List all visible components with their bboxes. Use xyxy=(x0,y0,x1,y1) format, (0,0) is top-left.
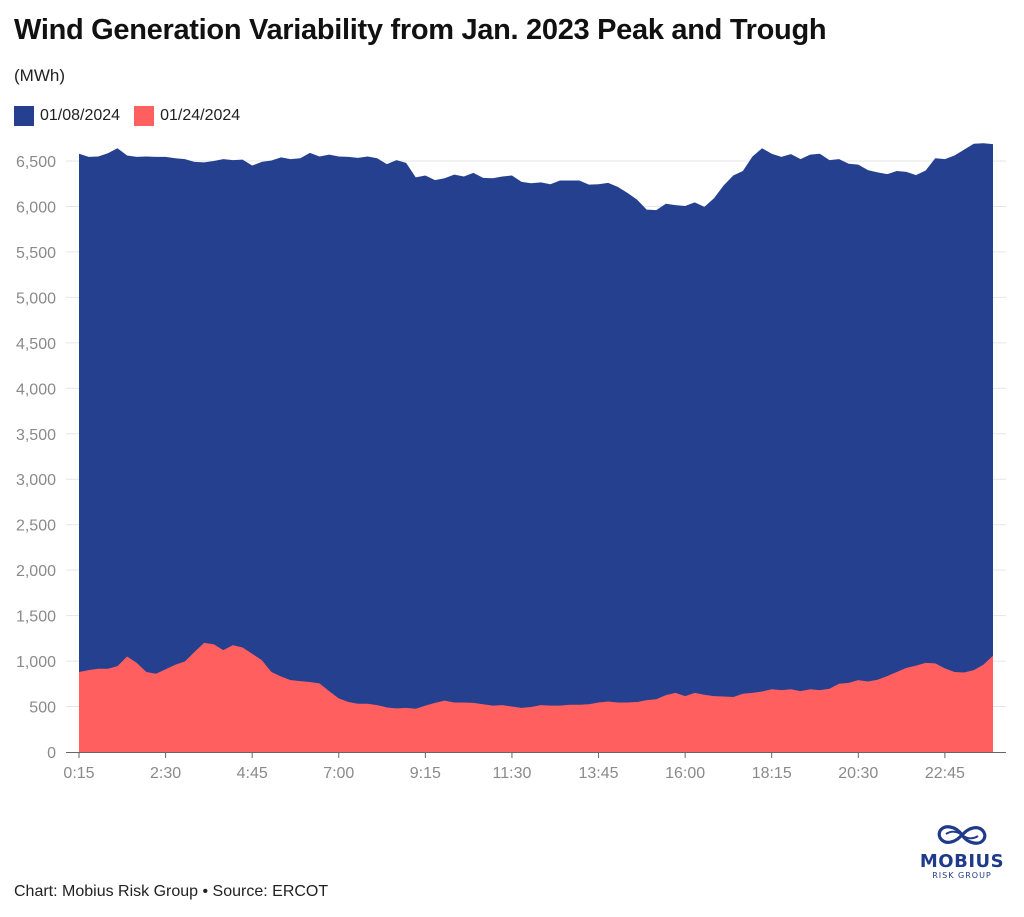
y-tick-label: 500 xyxy=(29,700,56,717)
y-tick-label: 3,500 xyxy=(16,427,56,444)
y-tick-label: 2,000 xyxy=(16,563,56,580)
chart-legend: 01/08/2024 01/24/2024 xyxy=(14,106,254,126)
x-tick-label: 9:15 xyxy=(410,765,441,782)
x-tick-label: 0:15 xyxy=(63,765,94,782)
x-tick-label: 20:30 xyxy=(838,765,878,782)
y-tick-label: 4,000 xyxy=(16,381,56,398)
area-chart: 0 500 1,000 1,500 2,000 2,500 3,000 3,500 4,000 4… xyxy=(16,143,1006,782)
area-series-01082024[interactable] xyxy=(79,143,993,752)
y-tick-label: 2,500 xyxy=(16,518,56,535)
x-tick-label: 22:45 xyxy=(925,765,965,782)
y-tick-label: 3,000 xyxy=(16,472,56,489)
infinity-knot-icon xyxy=(937,825,987,845)
legend-swatch-0124 xyxy=(134,106,155,126)
chart-unit-label: (MWh) xyxy=(14,66,65,85)
y-tick-label: 6,500 xyxy=(16,154,56,171)
chart-source-credit: Chart: Mobius Risk Group • Source: ERCOT xyxy=(14,883,329,900)
legend-swatch-0108 xyxy=(14,106,34,126)
logo-tagline: RISK GROUP xyxy=(932,871,992,880)
x-tick-label: 7:00 xyxy=(323,765,354,782)
y-tick-label: 5,500 xyxy=(16,245,56,262)
logo-wordmark: MOBIUS xyxy=(919,851,1005,872)
mobius-logo: MOBIUS RISK GROUP xyxy=(912,822,1012,881)
x-tick-label: 4:45 xyxy=(237,765,268,782)
y-tick-label: 1,000 xyxy=(16,654,56,671)
y-tick-label: 4,500 xyxy=(16,336,56,353)
legend-item-0108[interactable]: 01/08/2024 xyxy=(14,106,120,126)
x-tick-label: 13:45 xyxy=(579,765,619,782)
x-tick-label: 18:15 xyxy=(752,765,792,782)
y-tick-label: 1,500 xyxy=(16,609,56,626)
chart-title: Wind Generation Variability from Jan. 20… xyxy=(14,14,827,46)
y-tick-label: 0 xyxy=(47,745,56,762)
x-tick-label: 2:30 xyxy=(150,765,181,782)
x-tick-label: 11:30 xyxy=(493,765,532,782)
axes: 0 500 1,000 1,500 2,000 2,500 3,000 3,500 4,000 4… xyxy=(16,154,1006,782)
y-tick-label: 5,000 xyxy=(16,290,56,307)
legend-label-0108: 01/08/2024 xyxy=(40,107,121,124)
y-tick-label: 6,000 xyxy=(16,199,56,216)
x-tick-label: 16:00 xyxy=(665,765,705,782)
series-areas xyxy=(79,143,993,752)
legend-item-0124[interactable]: 01/24/2024 xyxy=(134,106,240,126)
area-series-01242024[interactable] xyxy=(79,642,993,752)
legend-label-0124: 01/24/2024 xyxy=(160,107,241,124)
